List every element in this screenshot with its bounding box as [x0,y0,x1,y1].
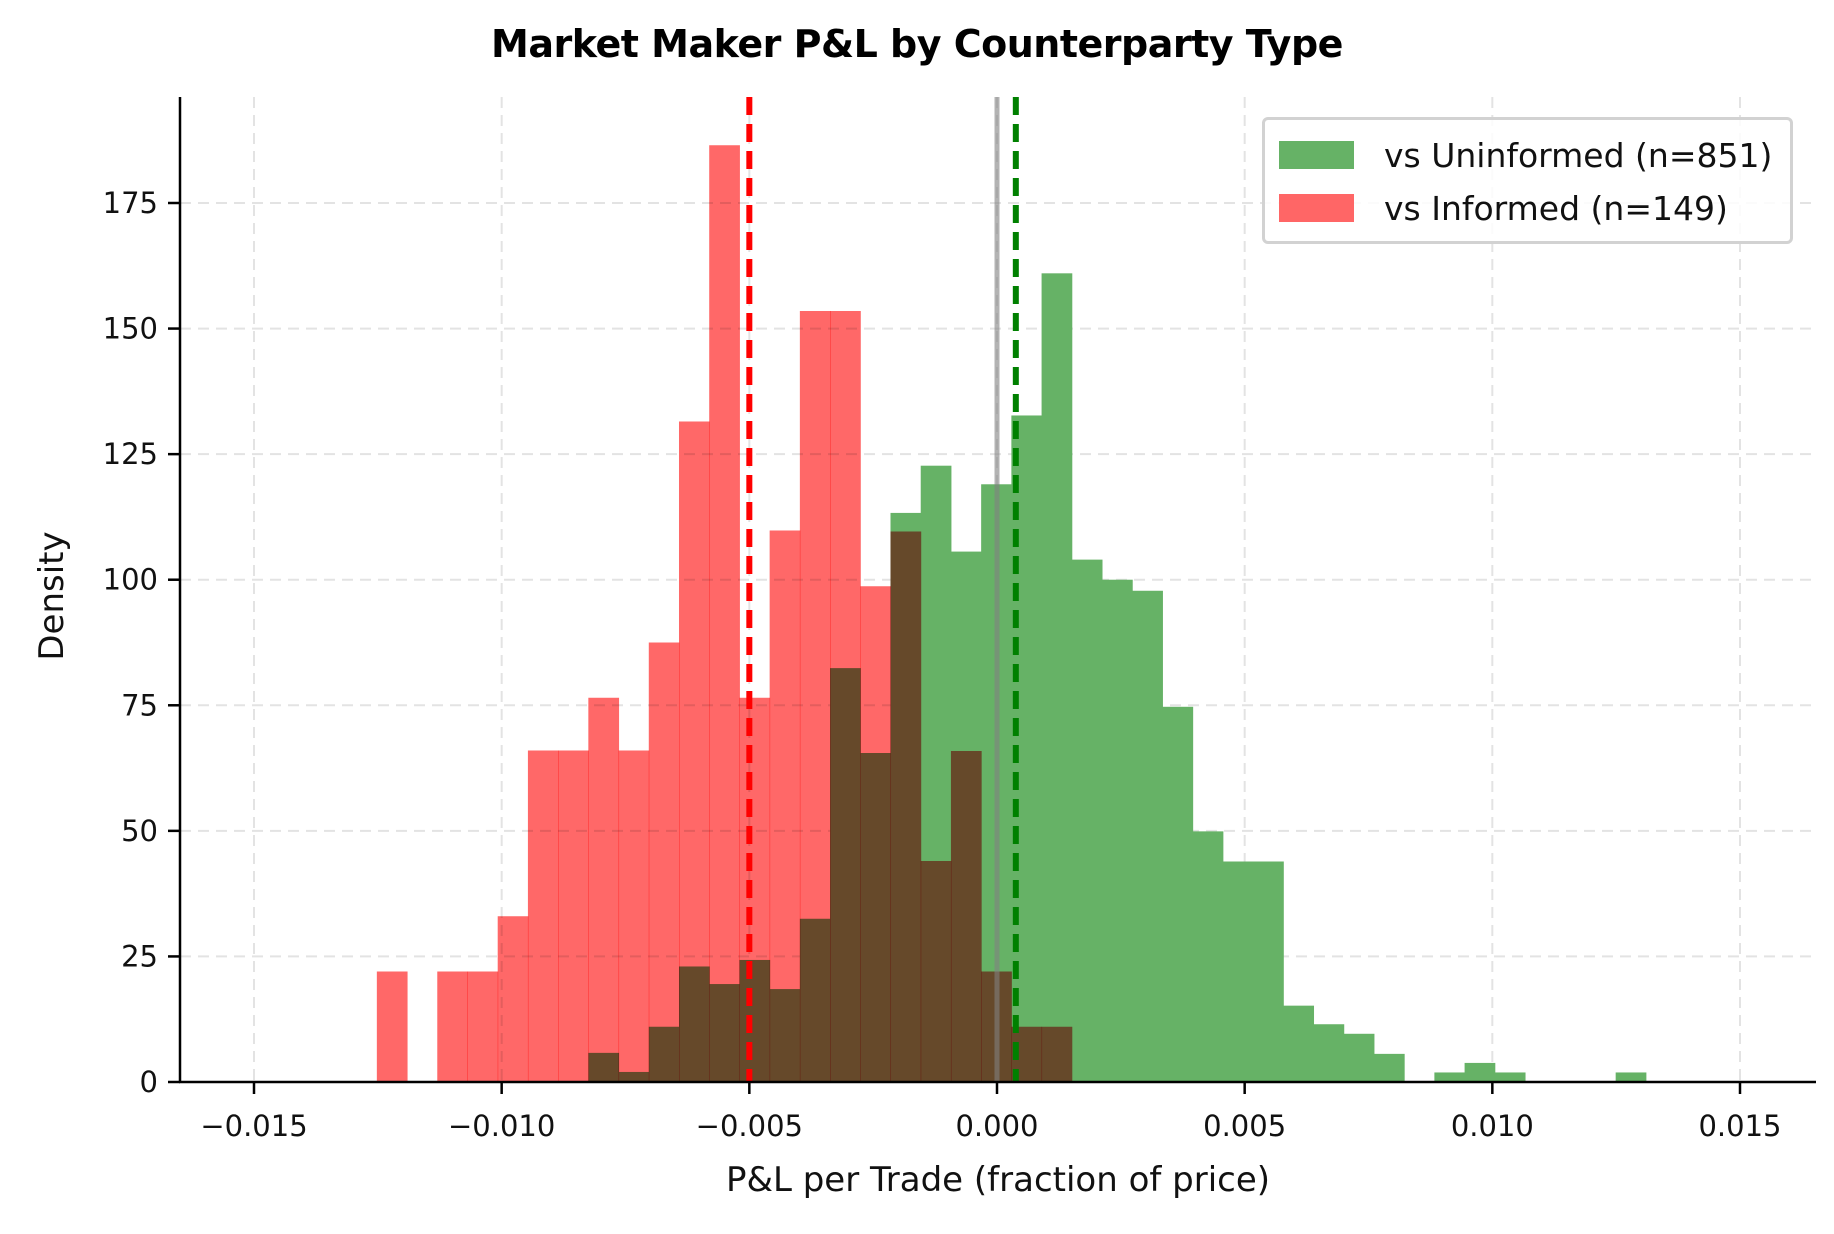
x-axis-label: P&L per Trade (fraction of price) [725,1160,1271,1200]
histogram-bar [376,971,408,1082]
legend-label: vs Informed (n=149) [1384,188,1728,228]
y-tick-label: 150 [103,312,158,346]
histogram-bar [1615,1072,1647,1082]
legend-swatch-green [1279,141,1354,169]
histogram-bar [1373,1053,1405,1082]
histogram-bar [799,310,831,1082]
y-tick-label: 25 [121,939,158,973]
y-tick-label: 175 [103,186,158,220]
histogram-bar [1041,273,1073,1082]
histogram-bar [1222,861,1254,1082]
legend: vs Uninformed (n=851) vs Informed (n=149… [1262,117,1793,244]
histogram-bar [1494,1072,1526,1082]
histogram-bar [497,916,529,1082]
histogram-bar [1132,590,1163,1082]
histogram-bar [648,642,680,1082]
x-tick-label: −0.005 [696,1109,803,1143]
legend-swatch-red [1279,194,1354,222]
histogram-bar [769,530,801,1082]
histogram-bar [860,586,892,1082]
legend-item-uninformed: vs Uninformed (n=851) [1279,135,1772,175]
histogram-bar [1192,831,1224,1082]
histogram-bar [1071,559,1103,1082]
x-tick-label: 0.005 [1203,1109,1286,1143]
y-tick-label: 125 [103,437,158,471]
legend-label: vs Uninformed (n=851) [1384,135,1773,175]
x-tick-label: 0.000 [955,1109,1038,1143]
histogram-bar [678,421,710,1083]
x-tick-label: −0.010 [448,1109,555,1143]
histogram-bar [437,971,468,1082]
histogram-bar [1313,1024,1345,1082]
histogram-bar [1434,1072,1466,1082]
histogram-bar [890,531,922,1082]
histogram-bar [950,750,982,1082]
histogram-bar [467,971,499,1082]
y-axis-label: Density [32,531,72,661]
histogram-bar [1162,706,1194,1082]
histogram-bar [618,750,650,1082]
histogram-bar [1343,1033,1375,1082]
histogram-bar [739,697,771,1082]
histogram-bar [527,750,559,1082]
x-tick-label: 0.010 [1451,1109,1534,1143]
y-axis-ticks: 0 25 50 75 100 125 150 175 [103,186,180,1099]
histogram-bar [588,697,620,1082]
histogram-bar [920,860,952,1082]
y-tick-label: 0 [140,1065,158,1099]
histogram-bar [1102,579,1133,1082]
histogram-bar [1041,1026,1073,1082]
histogram-bar [558,750,589,1082]
histogram-informed [376,145,1073,1083]
reference-lines [746,97,1019,1082]
legend-item-informed: vs Informed (n=149) [1279,188,1728,228]
histogram-bar [830,310,861,1082]
histogram-bar [1283,1005,1315,1082]
chart-title: Market Maker P&L by Counterparty Type [491,22,1343,66]
histogram-bar [1253,861,1284,1082]
x-tick-label: 0.015 [1698,1109,1781,1143]
y-tick-label: 100 [103,563,158,597]
histogram-bar [1464,1062,1496,1082]
y-tick-label: 50 [121,814,158,848]
y-tick-label: 75 [121,688,158,722]
x-tick-label: −0.015 [200,1109,307,1143]
histogram-bar [709,145,740,1083]
x-axis-ticks: −0.015 −0.010 −0.005 0.000 0.005 0.010 0.015 [200,1082,1782,1143]
